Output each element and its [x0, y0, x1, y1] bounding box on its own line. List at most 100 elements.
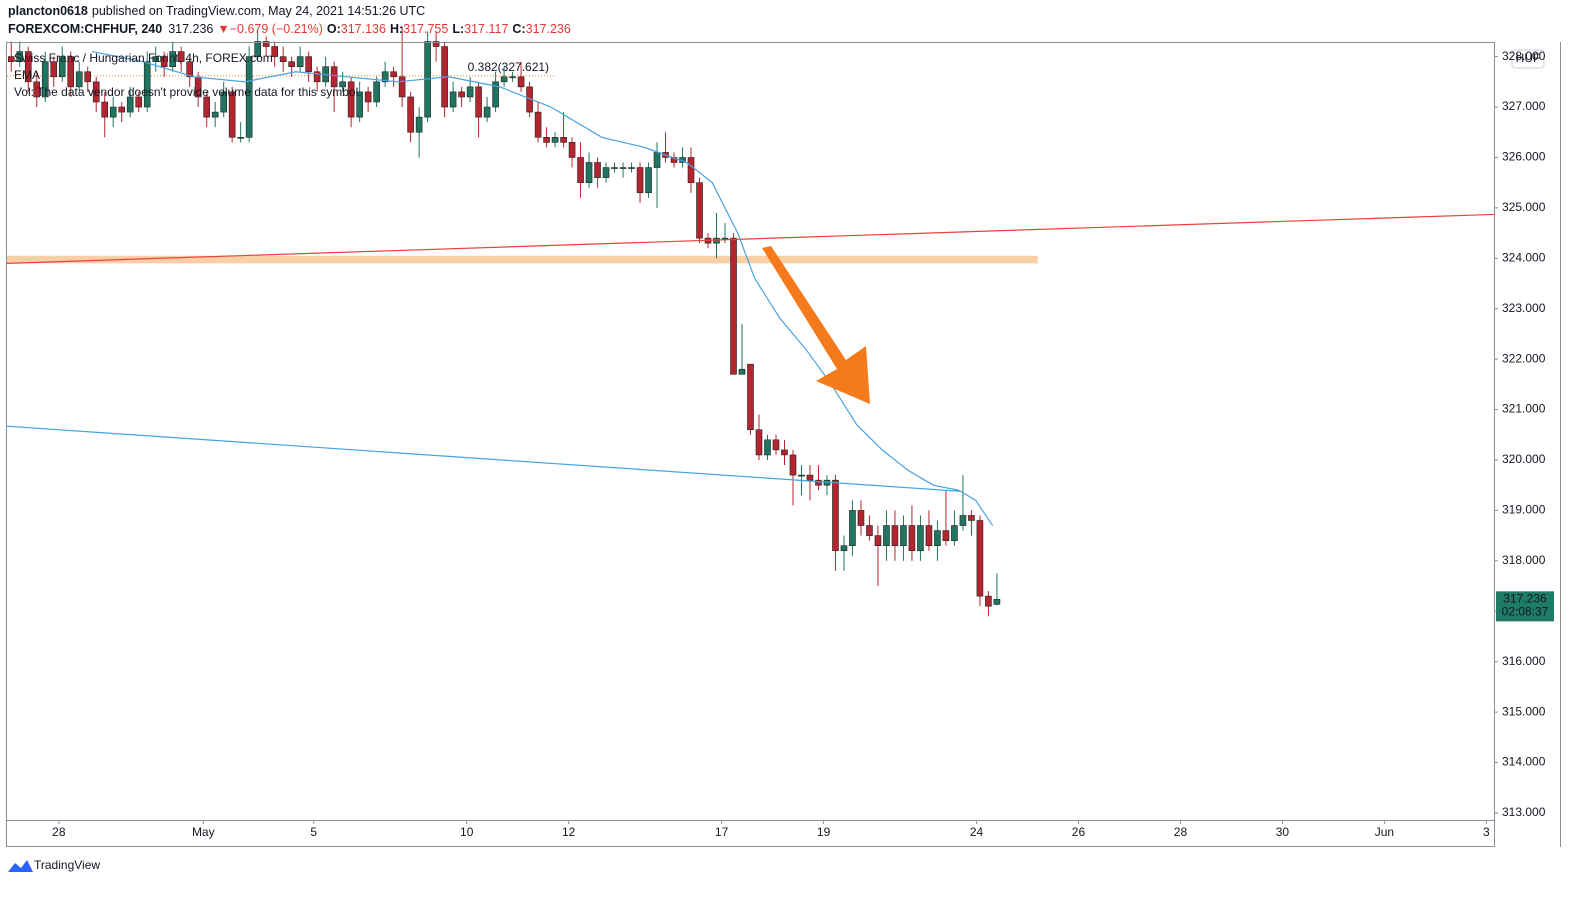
- logo: [8, 860, 33, 872]
- candle-body: [245, 56, 253, 138]
- c-label: C:: [512, 22, 525, 36]
- y-tick-label: 318.000: [1502, 553, 1546, 567]
- symbol: FOREXCOM:CHFHUF, 240: [8, 22, 162, 36]
- candle-body: [203, 96, 210, 118]
- plot-area: 0.382(327.621): [6, 26, 1495, 617]
- y-tick-label: 315.000: [1502, 704, 1546, 718]
- price-label-box: [1496, 591, 1554, 622]
- y-tick-label: 314.000: [1502, 755, 1546, 769]
- candle-body: [874, 535, 882, 547]
- candle-body: [934, 530, 941, 547]
- candle-body: [84, 71, 92, 83]
- y-tick-label: 323.000: [1502, 301, 1546, 315]
- candle-body: [75, 71, 83, 88]
- candle-body: [517, 76, 525, 88]
- c-value: 317.236: [526, 22, 571, 36]
- candle-body: [262, 41, 270, 47]
- candle-body: [968, 515, 975, 521]
- candle-body: [806, 474, 814, 481]
- candle-body: [475, 86, 482, 118]
- candle-body: [577, 157, 584, 183]
- candle-body: [857, 510, 865, 526]
- x-tick-label: 19: [817, 825, 831, 839]
- candle-body: [24, 51, 32, 83]
- candle-body: [568, 142, 576, 158]
- candle-body: [58, 56, 66, 78]
- candle-body: [500, 76, 508, 83]
- candle-body: [169, 51, 176, 68]
- author: plancton0618 published on TradingView.com…: [8, 4, 425, 18]
- y-tick-label: 313.000: [1502, 805, 1546, 819]
- candle-body: [764, 439, 771, 456]
- candle-body: [126, 96, 134, 113]
- x-tick-label: 26: [1072, 825, 1086, 839]
- candle-body: [466, 86, 474, 98]
- y-tick-label: 321.000: [1502, 402, 1546, 416]
- x-tick-label: 30: [1276, 825, 1290, 839]
- x-tick-label: 12: [562, 825, 576, 839]
- y-tick-label: 328.000: [1502, 49, 1546, 63]
- fib-label: 0.382(327.621): [468, 60, 549, 74]
- h-label: H:: [390, 22, 403, 36]
- candle-body: [356, 91, 363, 118]
- candle-body: [33, 81, 41, 98]
- candle-body: [866, 525, 873, 536]
- candle-body: [832, 479, 839, 552]
- candle-body: [415, 116, 423, 133]
- candle-body: [390, 71, 397, 78]
- price-label: 317.236: [1503, 592, 1547, 606]
- candle-body: [619, 167, 627, 169]
- candle-body: [560, 136, 567, 143]
- candle-body: [177, 51, 185, 62]
- candle-body: [228, 91, 236, 138]
- candle-body: [288, 61, 295, 68]
- candle-body: [849, 510, 856, 547]
- candle-body: [900, 525, 907, 547]
- candle-body: [687, 157, 695, 183]
- y-tick-label: 327.000: [1502, 99, 1546, 113]
- candle-body: [585, 162, 593, 183]
- candle-body: [92, 81, 100, 103]
- countdown: 02:08:37: [1502, 605, 1549, 619]
- candle-body: [636, 167, 644, 194]
- candle-body: [458, 91, 465, 98]
- candle-body: [602, 167, 610, 178]
- x-tick-label: 5: [310, 825, 317, 839]
- candle-body: [186, 61, 193, 78]
- legend-title: Swiss Franc / Hungarian Forint, 4h, FORE…: [14, 51, 273, 65]
- y-tick-label: 316.000: [1502, 654, 1546, 668]
- candle-body: [50, 61, 58, 78]
- candle-body: [237, 136, 244, 139]
- x-tick-label: 24: [970, 825, 984, 839]
- candle-body: [347, 81, 355, 118]
- candle-body: [432, 41, 440, 47]
- currency[interactable]: HUF: [1516, 51, 1541, 65]
- candle-body: [41, 61, 49, 98]
- candle-body: [747, 363, 754, 431]
- candle-body: [339, 81, 346, 88]
- y-tick-label: 322.000: [1502, 351, 1546, 365]
- candle-body: [449, 91, 457, 108]
- candle-body: [611, 167, 618, 169]
- l-value: 317.117: [464, 22, 508, 36]
- candle-body: [279, 56, 287, 62]
- candle-body: [840, 545, 848, 552]
- change: −0.679 (−0.21%): [230, 22, 323, 36]
- candle-body: [543, 136, 550, 143]
- candle-body: [143, 61, 151, 108]
- candle-body: [959, 515, 967, 526]
- candle-body: [594, 162, 601, 178]
- candle-body: [789, 454, 797, 476]
- candle-body: [696, 182, 703, 239]
- candle-body: [755, 429, 763, 456]
- footer: TradingView: [8, 858, 100, 872]
- author-name: plancton0618: [8, 4, 88, 18]
- currency-box[interactable]: [1511, 49, 1545, 69]
- candle-body: [407, 96, 414, 133]
- zone: [7, 255, 1038, 264]
- candle-body: [815, 479, 822, 486]
- candle-body: [883, 525, 890, 547]
- candle-body: [551, 136, 559, 143]
